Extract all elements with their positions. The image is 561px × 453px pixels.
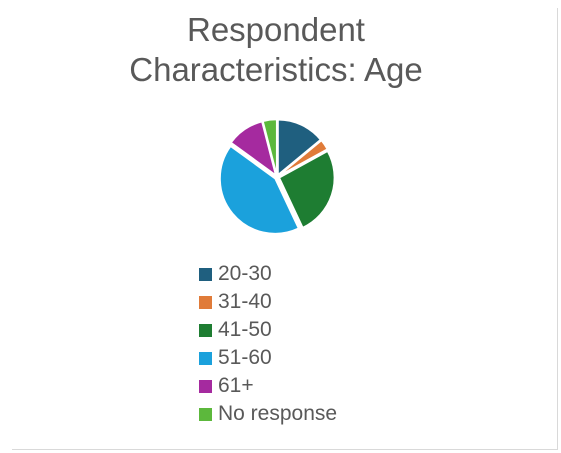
chart-title: Respondent Characteristics: Age [12, 10, 540, 90]
legend-swatch-5 [199, 407, 212, 421]
chart-frame [12, 8, 558, 450]
legend-label-5: No response [218, 402, 338, 425]
legend-swatch-0 [199, 267, 212, 281]
pie-chart [219, 118, 336, 235]
pie-slice-3 [219, 145, 300, 235]
legend-swatch-1 [199, 295, 212, 309]
legend-swatch-3 [199, 351, 212, 365]
legend-item-2: 41-50 [199, 316, 337, 344]
legend-label-4: 61+ [218, 374, 254, 397]
legend-label-1: 31-40 [218, 290, 272, 313]
pie-slice-4 [230, 120, 277, 177]
chart-title-line-1: Respondent [187, 11, 365, 48]
legend-label-0: 20-30 [218, 262, 272, 285]
pie-slice-1 [278, 139, 329, 177]
legend-swatch-4 [199, 379, 212, 393]
pie-slice-0 [277, 118, 322, 177]
legend-label-2: 41-50 [218, 318, 272, 341]
legend-item-0: 20-30 [199, 260, 337, 288]
legend-swatch-2 [199, 323, 212, 337]
legend-item-5: No response [199, 400, 337, 428]
legend-item-1: 31-40 [199, 288, 337, 316]
chart-legend: 20-30 31-40 41-50 51-60 61+ No response [199, 260, 337, 428]
pie-slice-2 [278, 150, 336, 229]
pie-slice-5 [262, 118, 278, 175]
chart-title-line-2: Characteristics: Age [129, 51, 423, 88]
legend-item-3: 51-60 [199, 344, 337, 372]
legend-label-3: 51-60 [218, 346, 272, 369]
legend-item-4: 61+ [199, 372, 337, 400]
